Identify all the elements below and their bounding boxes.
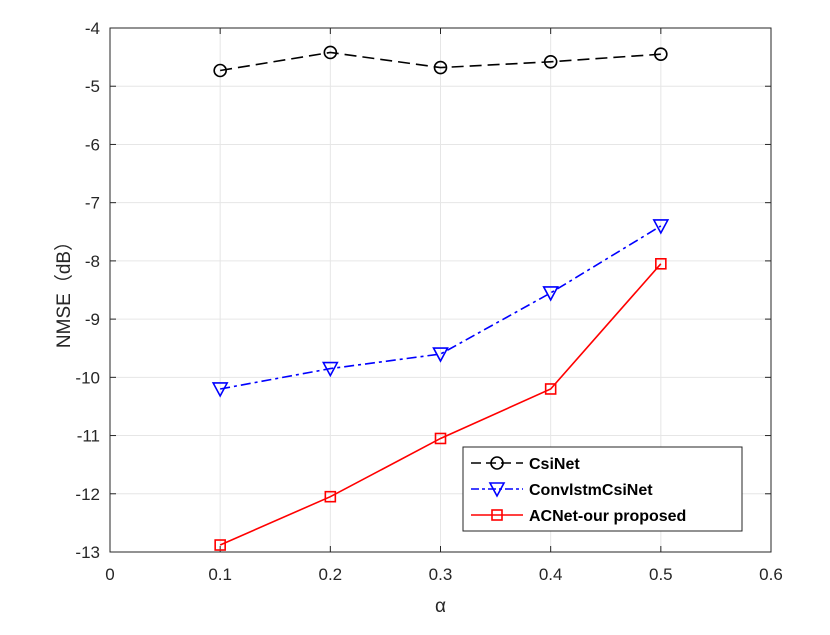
data-point-convlstmcsinet bbox=[542, 286, 560, 302]
data-point-acnet-our-proposed bbox=[655, 257, 667, 270]
data-point-csinet bbox=[543, 54, 558, 69]
y-tick-label: -13 bbox=[75, 543, 100, 562]
x-tick-label: 0 bbox=[105, 565, 114, 584]
x-tick-label: 0.6 bbox=[759, 565, 783, 584]
y-tick-label: -8 bbox=[85, 252, 100, 271]
data-point-csinet bbox=[323, 45, 338, 60]
x-tick-label: 0.5 bbox=[649, 565, 673, 584]
x-axis-title: α bbox=[435, 596, 446, 617]
data-point-convlstmcsinet bbox=[211, 382, 229, 398]
data-point-csinet bbox=[433, 60, 448, 75]
legend-item-acnet-our-proposed: ACNet-our proposed bbox=[471, 508, 686, 525]
legend-label: ACNet-our proposed bbox=[529, 508, 686, 525]
data-point-acnet-our-proposed bbox=[544, 383, 557, 395]
y-tick-label: -10 bbox=[75, 368, 100, 387]
y-tick-label: -12 bbox=[75, 485, 100, 504]
legend-label: CsiNet bbox=[529, 456, 580, 473]
legend-label: ConvlstmCsiNet bbox=[529, 482, 653, 499]
data-point-convlstmcsinet bbox=[321, 361, 339, 378]
series-csinet bbox=[213, 45, 668, 78]
x-tick-label: 0.2 bbox=[319, 565, 343, 584]
series-line-convlstmcsinet bbox=[220, 225, 662, 390]
y-tick-label: -4 bbox=[85, 19, 100, 38]
axis-ticks: 0 0.1 0.2 0.3 0.4 0.5 0.6 -13 -12 -11 -10 -9 -8 -7 -6 -… bbox=[75, 19, 782, 584]
data-point-csinet bbox=[654, 47, 668, 62]
data-point-convlstmcsinet bbox=[652, 219, 670, 235]
series-acnet-our-proposed bbox=[214, 257, 667, 551]
y-tick-label: -9 bbox=[85, 310, 100, 329]
y-tick-label: -6 bbox=[85, 135, 100, 154]
series-line-acnet-our-proposed bbox=[219, 263, 662, 546]
data-point-acnet-our-proposed bbox=[434, 432, 447, 445]
data-point-acnet-our-proposed bbox=[214, 539, 226, 551]
y-tick-label: -5 bbox=[85, 77, 100, 96]
legend-swatch-marker bbox=[488, 482, 506, 498]
x-tick-label: 0.3 bbox=[429, 565, 453, 584]
legend-swatch-marker bbox=[491, 509, 503, 521]
series-convlstmcsinet bbox=[211, 219, 670, 398]
y-tick-label: -7 bbox=[85, 194, 100, 213]
legend-item-convlstmcsinet: ConvlstmCsiNet bbox=[471, 482, 653, 499]
series-line-csinet bbox=[220, 51, 661, 72]
x-tick-label: 0.4 bbox=[539, 565, 563, 584]
legend: CsiNet ConvlstmCsiNet ACNet-our proposed bbox=[462, 446, 743, 532]
y-tick-label: -11 bbox=[77, 427, 100, 446]
x-tick-label: 0.1 bbox=[208, 565, 232, 584]
data-point-acnet-our-proposed bbox=[324, 490, 337, 503]
legend-swatch-marker bbox=[490, 456, 504, 470]
series-layer bbox=[211, 45, 670, 551]
data-point-convlstmcsinet bbox=[432, 347, 449, 363]
data-point-csinet bbox=[213, 63, 227, 78]
legend-item-csinet: CsiNet bbox=[471, 456, 580, 473]
y-axis-title: NMSE（dB） bbox=[53, 232, 75, 348]
